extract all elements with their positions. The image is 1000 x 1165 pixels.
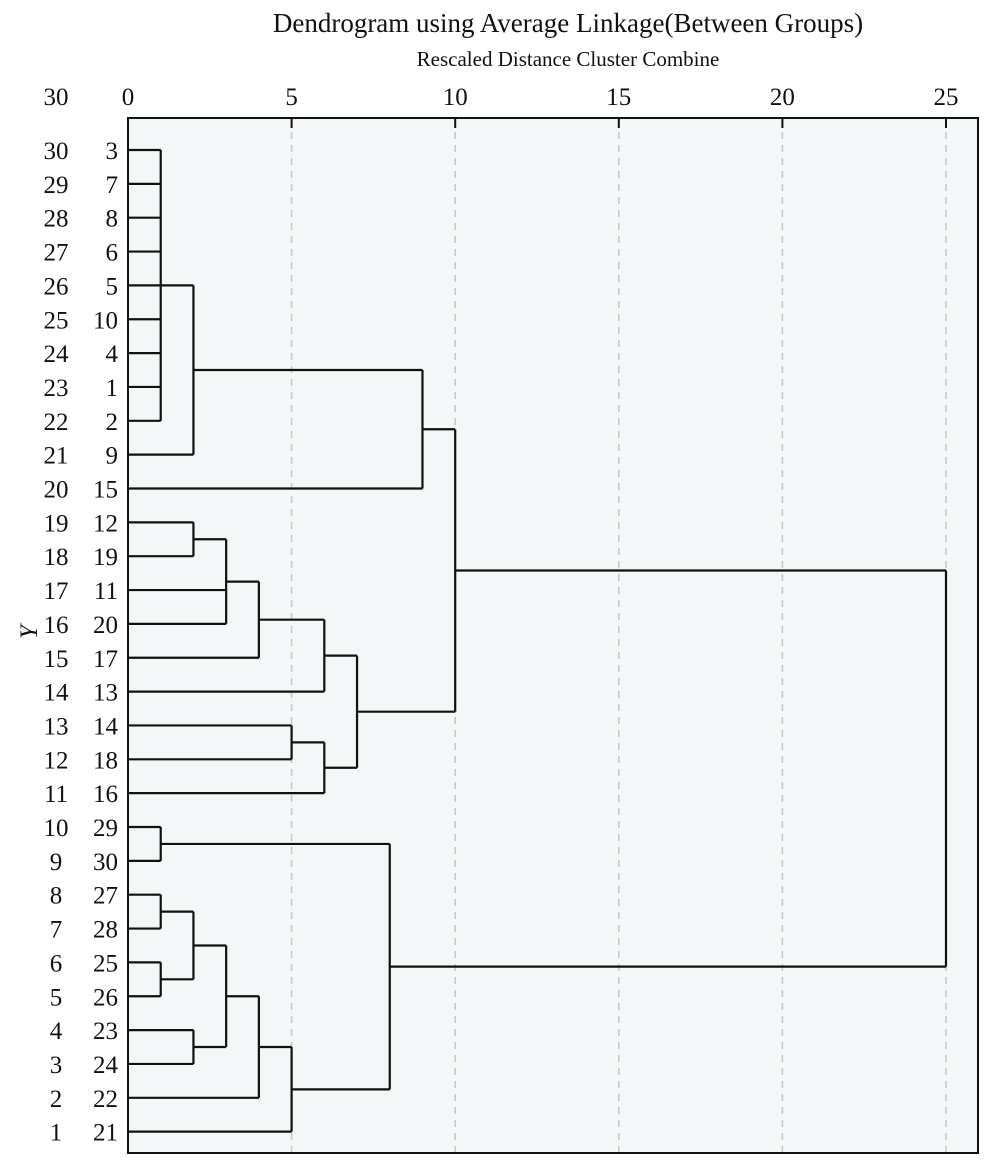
row-axis-header: 30 bbox=[44, 84, 69, 111]
row-number-16: 16 bbox=[44, 612, 69, 639]
row-number-29: 29 bbox=[44, 172, 69, 199]
x-tick-label-5: 5 bbox=[285, 84, 298, 111]
x-axis-ticks: 0 5 10 15 20 25 bbox=[122, 84, 959, 128]
row-number-3: 3 bbox=[50, 1052, 63, 1079]
leaf-label-23: 23 bbox=[93, 1018, 118, 1045]
leaf-label-9: 9 bbox=[106, 443, 119, 470]
leaf-label-30: 30 bbox=[93, 849, 118, 876]
row-number-11: 11 bbox=[44, 781, 68, 808]
row-number-4: 4 bbox=[50, 1018, 63, 1045]
leaf-label-16: 16 bbox=[93, 781, 118, 808]
leaf-label-5: 5 bbox=[106, 273, 119, 300]
row-number-28: 28 bbox=[44, 206, 69, 233]
row-number-19: 19 bbox=[44, 510, 69, 537]
leaf-label-29: 29 bbox=[93, 815, 118, 842]
row-number-2: 2 bbox=[50, 1086, 63, 1113]
row-number-5: 5 bbox=[50, 984, 63, 1011]
row-number-26: 26 bbox=[44, 273, 69, 300]
row-number-17: 17 bbox=[44, 578, 69, 605]
leaf-label-11: 11 bbox=[94, 578, 118, 605]
leaf-label-13: 13 bbox=[93, 680, 118, 707]
row-number-8: 8 bbox=[50, 883, 63, 910]
leaf-label-21: 21 bbox=[93, 1120, 118, 1147]
leaf-label-18: 18 bbox=[93, 747, 118, 774]
chart-title: Dendrogram using Average Linkage(Between… bbox=[273, 8, 863, 38]
leaf-label-7: 7 bbox=[106, 172, 119, 199]
row-number-23: 23 bbox=[44, 375, 69, 402]
leaf-label-4: 4 bbox=[106, 341, 119, 368]
row-number-22: 22 bbox=[44, 409, 69, 436]
row-number-30: 30 bbox=[44, 138, 69, 165]
leaf-label-24: 24 bbox=[93, 1052, 119, 1079]
plot-area bbox=[127, 117, 979, 1154]
leaf-label-6: 6 bbox=[106, 240, 119, 267]
leaf-label-28: 28 bbox=[93, 917, 118, 944]
row-number-15: 15 bbox=[44, 646, 69, 673]
row-number-labels: 3029282726252423222120191817161514131211… bbox=[44, 138, 70, 1147]
leaf-label-27: 27 bbox=[93, 883, 118, 910]
leaf-label-22: 22 bbox=[93, 1086, 118, 1113]
row-number-6: 6 bbox=[50, 950, 63, 977]
row-number-25: 25 bbox=[44, 307, 69, 334]
dendrogram-branches bbox=[128, 148, 948, 1133]
row-number-9: 9 bbox=[50, 849, 63, 876]
leaf-label-19: 19 bbox=[93, 544, 118, 571]
x-tick-label-10: 10 bbox=[443, 84, 468, 111]
row-number-20: 20 bbox=[44, 477, 69, 504]
row-number-12: 12 bbox=[44, 747, 69, 774]
row-number-10: 10 bbox=[44, 815, 69, 842]
x-tick-label-0: 0 bbox=[122, 84, 135, 111]
leaf-label-14: 14 bbox=[93, 713, 119, 740]
leaf-label-26: 26 bbox=[93, 984, 118, 1011]
leaf-labels: 3786510412915121911201713141816293027282… bbox=[93, 138, 119, 1147]
row-number-13: 13 bbox=[44, 713, 69, 740]
leaf-label-12: 12 bbox=[93, 510, 118, 537]
leaf-label-1: 1 bbox=[106, 375, 119, 402]
row-number-27: 27 bbox=[44, 240, 69, 267]
leaf-label-25: 25 bbox=[93, 950, 118, 977]
leaf-label-10: 10 bbox=[93, 307, 118, 334]
leaf-label-8: 8 bbox=[106, 206, 119, 233]
x-tick-label-25: 25 bbox=[934, 84, 959, 111]
row-number-21: 21 bbox=[44, 443, 69, 470]
row-number-24: 24 bbox=[44, 341, 70, 368]
leaf-label-20: 20 bbox=[93, 612, 118, 639]
grid-lines bbox=[290, 119, 947, 1152]
x-tick-label-20: 20 bbox=[770, 84, 795, 111]
leaf-label-15: 15 bbox=[93, 477, 118, 504]
leaf-label-17: 17 bbox=[93, 646, 118, 673]
x-tick-label-15: 15 bbox=[606, 84, 631, 111]
row-number-14: 14 bbox=[44, 680, 70, 707]
leaf-label-3: 3 bbox=[106, 138, 119, 165]
y-axis-label: Y bbox=[16, 622, 43, 639]
chart-subtitle: Rescaled Distance Cluster Combine bbox=[417, 47, 720, 71]
row-number-18: 18 bbox=[44, 544, 69, 571]
row-number-7: 7 bbox=[50, 917, 63, 944]
leaf-label-2: 2 bbox=[106, 409, 119, 436]
row-number-1: 1 bbox=[50, 1120, 63, 1147]
